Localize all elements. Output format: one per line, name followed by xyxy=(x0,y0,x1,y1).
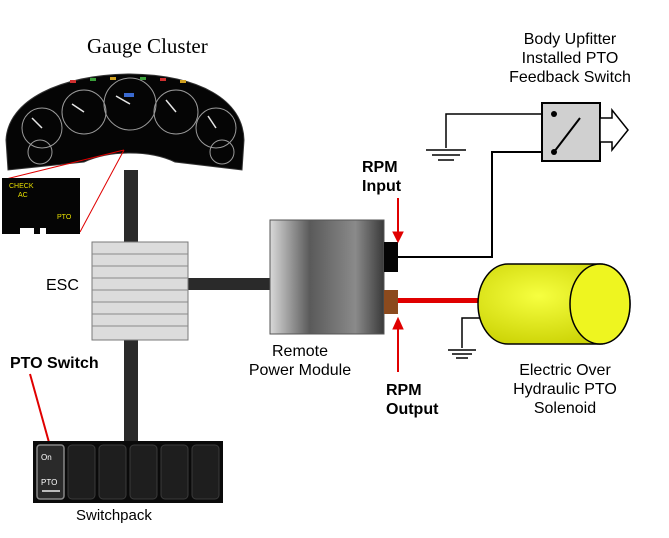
gauge-cluster-label: Gauge Cluster xyxy=(87,34,208,58)
gauge-cluster xyxy=(5,73,245,171)
switch-on-text: On xyxy=(41,453,52,462)
eoh-line-1: Electric Over xyxy=(519,362,611,379)
rpm-input-arrow xyxy=(392,198,404,244)
rpm-input-line-1: RPM xyxy=(362,159,398,176)
remote-power-module xyxy=(269,219,385,335)
rpm-input-terminal xyxy=(384,242,398,272)
rpm-output-label: RPM Output xyxy=(386,381,438,419)
eoh-line-2: Hydraulic PTO xyxy=(513,381,617,398)
remote-power-module-line-1: Remote xyxy=(271,343,329,360)
esc-label: ESC xyxy=(46,277,79,294)
body-upfitter-line-1: Body Upfitter xyxy=(523,31,617,48)
eoh-pto-solenoid-label: Electric Over Hydraulic PTO Solenoid xyxy=(490,361,640,418)
rpm-output-arrow xyxy=(392,316,404,372)
switchpack-label: Switchpack xyxy=(76,507,152,524)
switch-ground-symbol xyxy=(426,149,466,161)
esc-to-module-bus xyxy=(188,278,270,290)
rpm-output-line-1: RPM xyxy=(386,382,422,399)
eoh-line-3: Solenoid xyxy=(533,400,597,417)
esc-module xyxy=(91,241,189,341)
eoh-pto-solenoid xyxy=(477,263,631,345)
rpm-input-label: RPM Input xyxy=(362,158,401,196)
pto-feedback-switch xyxy=(541,102,629,162)
feedback-wire xyxy=(398,151,548,258)
esc-bus-vertical xyxy=(124,170,138,444)
cluster-check-text: CHECK xyxy=(9,183,34,190)
cluster-ac-text: AC xyxy=(18,192,28,199)
switchpack xyxy=(33,441,223,503)
body-upfitter-line-3: Feedback Switch xyxy=(509,69,631,86)
remote-power-module-line-2: Power Module xyxy=(248,362,352,379)
remote-power-module-label: Remote Power Module xyxy=(240,342,360,380)
body-upfitter-label: Body Upfitter Installed PTO Feedback Swi… xyxy=(500,30,640,87)
cluster-pto-text: PTO xyxy=(57,214,72,221)
solenoid-red-wire xyxy=(398,298,540,303)
switch-pto-text: PTO xyxy=(41,478,58,487)
solenoid-ground-symbol xyxy=(448,349,476,359)
switch-ground-wire xyxy=(445,113,548,148)
rpm-input-line-2: Input xyxy=(362,178,402,195)
solenoid-ground-wire xyxy=(461,317,485,348)
cluster-message-display xyxy=(2,178,80,234)
rpm-output-line-2: Output xyxy=(386,401,439,418)
rpm-output-terminal xyxy=(384,290,398,314)
cluster-callout-lines xyxy=(1,149,125,233)
body-upfitter-line-2: Installed PTO xyxy=(521,50,619,67)
pto-switch-label: PTO Switch xyxy=(10,355,99,372)
pto-switch-callout xyxy=(29,373,51,447)
